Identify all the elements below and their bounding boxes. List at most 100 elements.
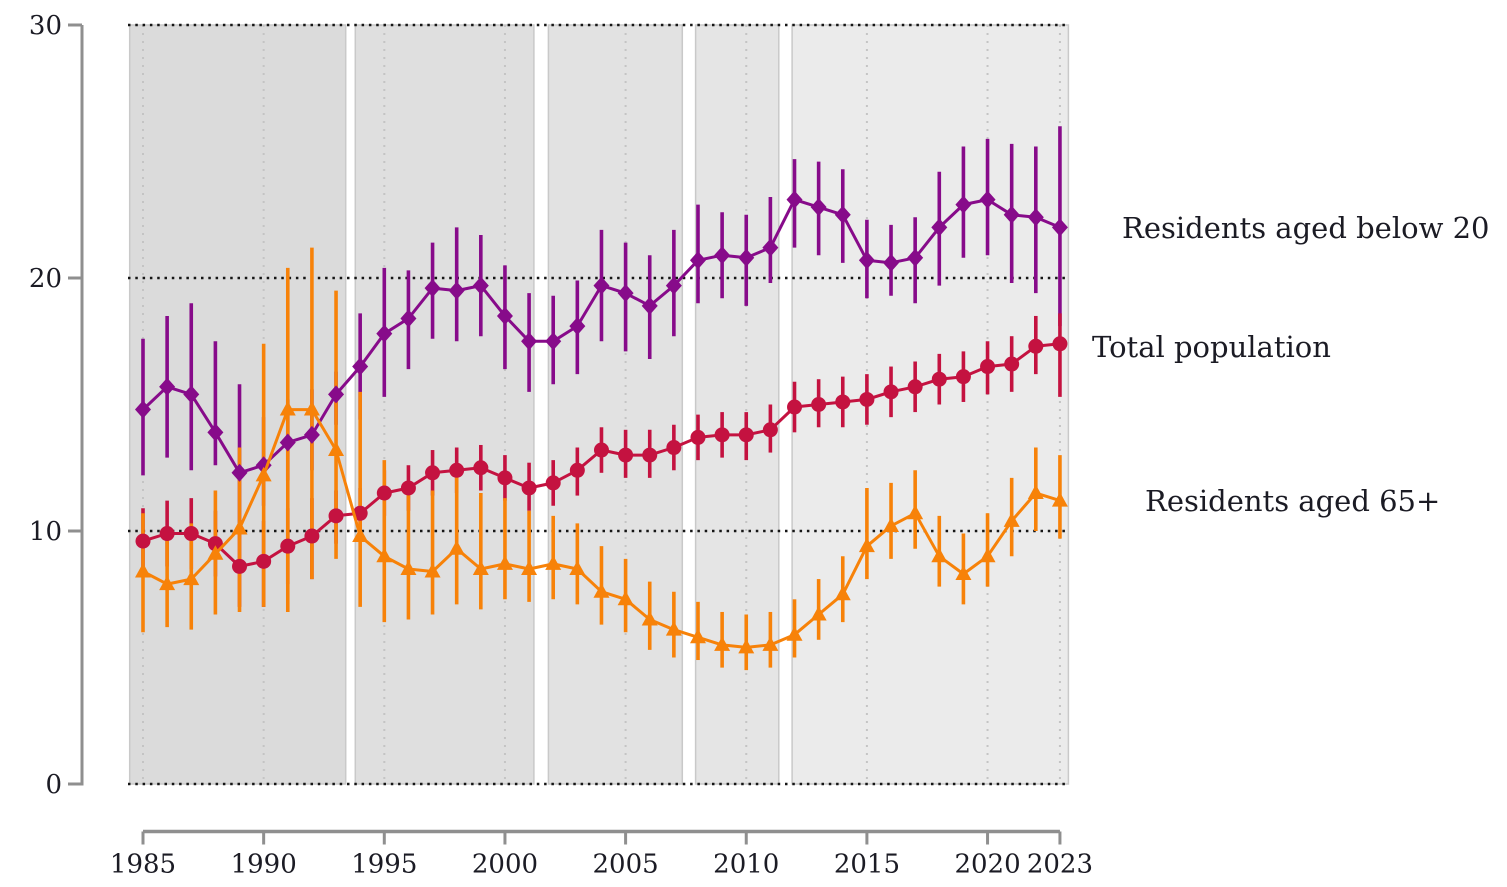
census-period-bands bbox=[128, 24, 1070, 785]
marker-residents-aged-below-20-1988 bbox=[207, 423, 224, 442]
marker-residents-aged-65-1988 bbox=[207, 545, 224, 560]
marker-total-population-1986 bbox=[159, 526, 175, 542]
marker-residents-aged-below-20-1999 bbox=[472, 276, 489, 295]
marker-residents-aged-below-20-2021 bbox=[1003, 205, 1020, 224]
marker-total-population-2012 bbox=[787, 399, 803, 415]
marker-residents-aged-65-1999 bbox=[472, 560, 489, 575]
marker-residents-aged-below-20-1989 bbox=[231, 463, 248, 482]
marker-residents-aged-65-1994 bbox=[352, 527, 369, 543]
marker-residents-aged-65-1993 bbox=[328, 441, 345, 457]
marker-total-population-1998 bbox=[449, 462, 465, 478]
marker-residents-aged-65-2000 bbox=[496, 555, 513, 570]
marker-total-population-1987 bbox=[183, 526, 199, 542]
marker-total-population-2004 bbox=[593, 442, 609, 458]
x-tick-label-1990: 1990 bbox=[231, 850, 297, 880]
marker-residents-aged-below-20-2020 bbox=[979, 190, 996, 209]
marker-total-population-2006 bbox=[642, 447, 658, 463]
marker-residents-aged-65-2014 bbox=[834, 585, 851, 601]
series-total-population bbox=[135, 336, 1068, 574]
marker-residents-aged-65-2020 bbox=[979, 547, 996, 563]
marker-residents-aged-below-20-2012 bbox=[786, 190, 803, 209]
census-period-band-5 bbox=[791, 24, 1070, 785]
x-tick-label-2015: 2015 bbox=[834, 850, 900, 880]
marker-residents-aged-below-20-2006 bbox=[641, 296, 658, 315]
marker-residents-aged-65-1985 bbox=[135, 562, 151, 578]
marker-residents-aged-65-2022 bbox=[1027, 484, 1044, 500]
marker-total-population-2008 bbox=[690, 429, 706, 445]
marker-total-population-2018 bbox=[931, 371, 947, 387]
marker-residents-aged-65-1991 bbox=[279, 401, 296, 416]
marker-total-population-2021 bbox=[1004, 356, 1020, 372]
census-period-band-4 bbox=[694, 24, 780, 785]
census-period-band-2 bbox=[354, 24, 535, 785]
marker-total-population-1996 bbox=[400, 480, 416, 496]
marker-residents-aged-65-2021 bbox=[1003, 512, 1020, 527]
y-axis: 0 10 20 30 bbox=[29, 11, 84, 800]
marker-residents-aged-below-20-1997 bbox=[424, 279, 441, 298]
marker-residents-aged-65-1987 bbox=[183, 570, 200, 586]
x-tick-label-1995: 1995 bbox=[351, 850, 417, 880]
marker-residents-aged-below-20-2010 bbox=[738, 248, 755, 267]
series-label-total-population: Total population bbox=[1092, 330, 1331, 364]
marker-residents-aged-65-2011 bbox=[762, 636, 779, 651]
marker-residents-aged-below-20-1987 bbox=[183, 385, 200, 404]
series-residents-aged-below-20 bbox=[135, 190, 1068, 482]
marker-residents-aged-65-1996 bbox=[400, 560, 417, 575]
marker-residents-aged-below-20-2011 bbox=[762, 238, 779, 257]
marker-total-population-2013 bbox=[811, 397, 827, 412]
marker-residents-aged-65-2001 bbox=[521, 560, 538, 575]
marker-total-population-2002 bbox=[545, 475, 561, 491]
marker-residents-aged-below-20-2016 bbox=[883, 253, 900, 272]
marker-total-population-2015 bbox=[859, 391, 875, 407]
marker-residents-aged-below-20-1995 bbox=[376, 324, 393, 343]
marker-residents-aged-65-1998 bbox=[448, 540, 465, 555]
series-residents-aged-65 bbox=[135, 401, 1068, 654]
y-tick-label-10: 10 bbox=[29, 517, 62, 547]
marker-total-population-2001 bbox=[521, 480, 537, 496]
marker-total-population-1990 bbox=[256, 553, 272, 569]
marker-total-population-2019 bbox=[955, 369, 971, 385]
marker-residents-aged-below-20-1993 bbox=[328, 385, 345, 404]
marker-residents-aged-65-2005 bbox=[617, 590, 634, 606]
marker-total-population-2003 bbox=[569, 462, 585, 478]
marker-residents-aged-below-20-2015 bbox=[858, 251, 875, 270]
marker-residents-aged-65-2007 bbox=[665, 621, 682, 636]
marker-total-population-2020 bbox=[980, 359, 996, 375]
horizontal-gridlines bbox=[128, 23, 1068, 786]
marker-residents-aged-below-20-1991 bbox=[279, 433, 296, 452]
marker-residents-aged-below-20-1998 bbox=[448, 281, 465, 300]
marker-total-population-2011 bbox=[762, 422, 778, 438]
marker-residents-aged-below-20-2023 bbox=[1051, 218, 1068, 237]
marker-residents-aged-65-2018 bbox=[931, 547, 948, 563]
marker-residents-aged-65-2010 bbox=[738, 638, 755, 654]
marker-residents-aged-below-20-2017 bbox=[907, 248, 924, 267]
y-tick-label-30: 30 bbox=[29, 11, 62, 41]
marker-total-population-2016 bbox=[883, 384, 899, 400]
marker-residents-aged-65-1997 bbox=[424, 562, 441, 578]
marker-residents-aged-below-20-1996 bbox=[400, 309, 417, 328]
marker-residents-aged-below-20-2014 bbox=[834, 205, 851, 224]
marker-total-population-2010 bbox=[738, 427, 754, 443]
marker-total-population-1988 bbox=[207, 536, 223, 552]
marker-residents-aged-below-20-2008 bbox=[689, 251, 706, 270]
marker-residents-aged-below-20-2019 bbox=[955, 195, 972, 214]
marker-residents-aged-below-20-2022 bbox=[1027, 208, 1044, 227]
marker-total-population-2009 bbox=[714, 427, 730, 443]
series-labels: Residents aged below 20 Total population R… bbox=[1092, 211, 1490, 518]
marker-total-population-2023 bbox=[1052, 336, 1068, 352]
marker-residents-aged-65-1989 bbox=[231, 519, 248, 535]
marker-residents-aged-65-2023 bbox=[1051, 492, 1068, 507]
x-tick-label-2010: 2010 bbox=[713, 850, 779, 880]
x-tick-label-2020: 2020 bbox=[954, 850, 1020, 880]
marker-residents-aged-65-2003 bbox=[569, 560, 586, 575]
marker-residents-aged-65-2015 bbox=[858, 537, 875, 553]
series-label-residents-aged-below-20: Residents aged below 20 bbox=[1122, 211, 1490, 245]
marker-residents-aged-below-20-1986 bbox=[159, 377, 176, 396]
marker-total-population-1994 bbox=[352, 505, 368, 521]
marker-total-population-1997 bbox=[425, 465, 441, 481]
marker-total-population-2017 bbox=[907, 379, 923, 395]
x-tick-label-1985: 1985 bbox=[110, 850, 176, 880]
marker-total-population-1992 bbox=[304, 528, 320, 544]
marker-total-population-1999 bbox=[473, 460, 489, 476]
